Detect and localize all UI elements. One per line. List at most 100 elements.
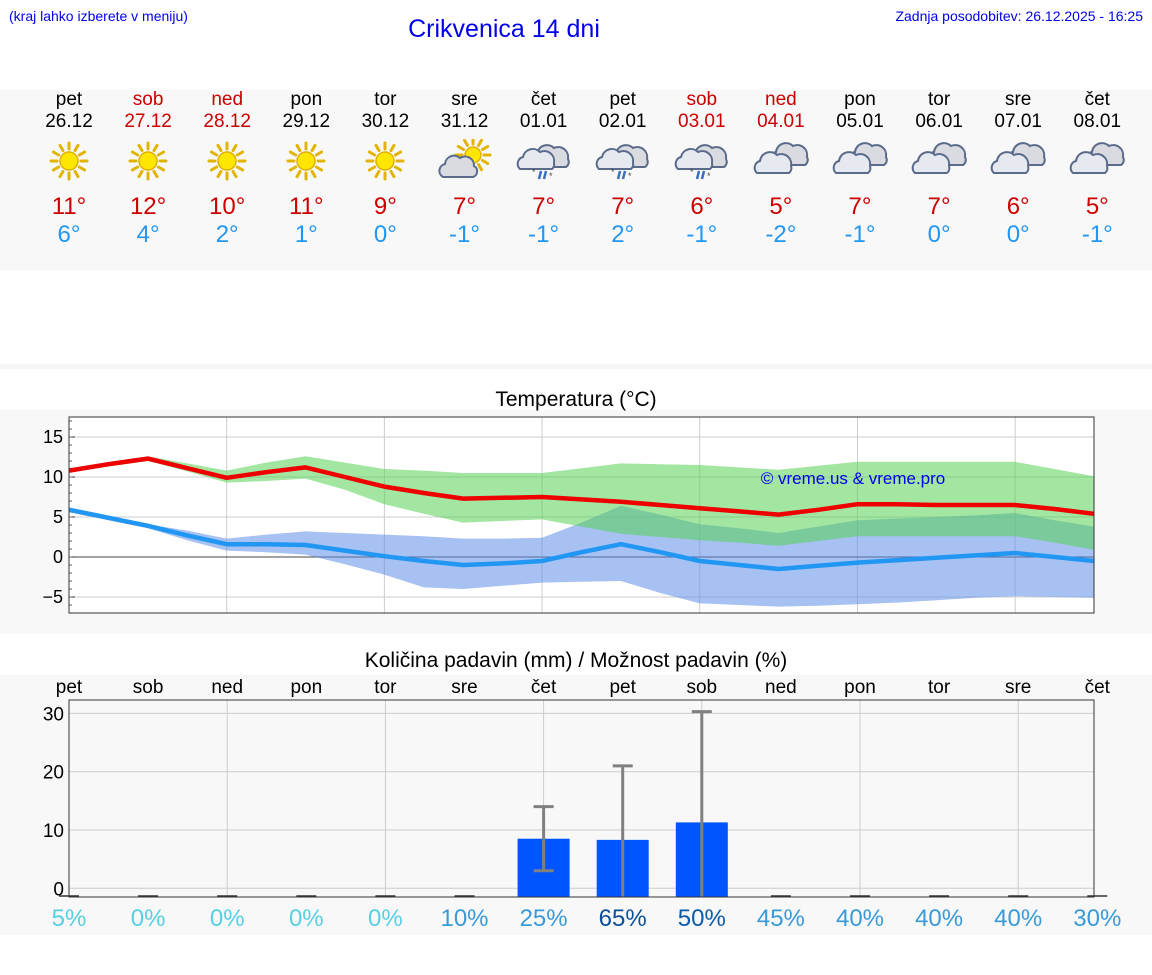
date-label: 27.12 (124, 111, 172, 132)
forecast-day: pet 02.01 * * 7° 2° (584, 89, 662, 249)
date-label: 03.01 (678, 111, 726, 132)
y-tick-label: 30 (43, 704, 64, 725)
min-temperature: 0° (927, 221, 951, 248)
max-temperature: 9° (373, 193, 397, 220)
rain-snow-icon: * * (595, 144, 649, 181)
page-title: Crikvenica 14 dni (408, 15, 600, 43)
y-tick-label: 10 (43, 467, 63, 487)
x-category-label: čet (531, 677, 557, 698)
x-category-label: pon (844, 677, 876, 698)
max-temperature: 10° (209, 193, 246, 220)
plot-frame (68, 416, 1095, 614)
temperature-chart-title: Temperatura (°C) (495, 388, 657, 411)
precipitation-probability: 40% (994, 905, 1043, 932)
max-temperature: 11° (51, 193, 87, 220)
precipitation-chart-title: Količina padavin (mm) / Možnost padavin … (364, 649, 788, 672)
max-temperature: 7° (611, 193, 635, 220)
precipitation-probability: 10% (440, 905, 489, 932)
sun-icon (286, 141, 326, 181)
min-temperature: 4° (136, 221, 160, 248)
y-tick-label: 20 (43, 763, 64, 784)
min-temperature: 1° (294, 221, 318, 248)
x-category-label: sob (133, 677, 164, 698)
cloud-icon (1070, 142, 1126, 174)
x-category-label: tor (374, 677, 397, 698)
y-tick-label: 0 (53, 547, 63, 567)
sun-icon (207, 141, 247, 181)
weekday-label: sre (1004, 89, 1032, 110)
max-temperature: 5° (1085, 193, 1109, 220)
date-label: 02.01 (598, 111, 647, 132)
x-category-label: ned (765, 677, 797, 698)
weekday-label: sre (451, 89, 478, 110)
x-category-label: sre (1005, 677, 1031, 698)
sun-icon (49, 141, 89, 181)
series-line-max (68, 456, 1095, 517)
min-temperature: 6° (57, 221, 81, 248)
svg-text:*: * (549, 171, 553, 181)
weekday-label: pet (609, 89, 636, 110)
series-line-min (68, 507, 1095, 572)
y-tick-label: 10 (43, 821, 64, 842)
weekday-label: sob (132, 89, 164, 110)
svg-text:*: * (611, 167, 615, 177)
precipitation-probability: 0% (368, 905, 403, 932)
y-tick-label: 0 (53, 879, 64, 900)
precipitation-probability: 0% (288, 905, 324, 932)
min-temperature: -1° (1081, 221, 1113, 248)
date-label: 04.01 (757, 111, 805, 132)
date-label: 05.01 (836, 111, 884, 132)
range-band-max (69, 456, 1094, 550)
forecast-day: pon 05.01 7° -1° (821, 89, 899, 249)
precipitation-probability: 5% (51, 905, 87, 932)
min-temperature: -1° (686, 221, 718, 248)
cloud-icon (753, 142, 809, 174)
date-label: 30.12 (361, 111, 410, 132)
forecast-day: sre 07.01 6° 0° (979, 89, 1057, 249)
precipitation-probability: 65% (598, 905, 647, 932)
y-tick-label: −5 (42, 587, 63, 607)
precipitation-chart: pet sob ned pon tor sre čet pet sob ned pon tor sre č… (43, 677, 1111, 900)
weekday-label: pon (844, 89, 876, 110)
forecast-day: čet 01.01 * * 7° -1° (505, 89, 583, 249)
date-label: 28.12 (203, 111, 251, 132)
forecast-band (0, 90, 1152, 270)
temperature-chart: −5 0 5 10 15 © vreme.us & vreme.pro (42, 416, 1095, 614)
min-temperature: -1° (528, 221, 560, 248)
x-category-label: pet (609, 677, 636, 698)
date-label: 08.01 (1073, 111, 1122, 132)
x-category-label: sob (686, 677, 717, 698)
section-divider (0, 364, 1152, 369)
precipitation-probability: 25% (519, 905, 568, 932)
x-category-label: pet (56, 677, 83, 698)
svg-text:*: * (707, 171, 711, 181)
min-temperature: -2° (765, 221, 797, 248)
cloud-icon (990, 142, 1046, 174)
min-temperature: 0° (373, 221, 397, 248)
max-temperature: 6° (690, 193, 714, 220)
location-menu-hint: (kraj lahko izberete v meniju) (9, 8, 188, 24)
forecast-day: tor 30.12 9° 0° (346, 89, 424, 249)
forecast-day: tor 06.01 7° 0° (900, 89, 978, 249)
max-temperature: 11° (289, 193, 324, 220)
min-temperature: 2° (611, 221, 635, 248)
plot-area (69, 700, 1094, 897)
sun-icon (365, 141, 405, 181)
rain-snow-icon: * * (516, 144, 570, 181)
weekday-label: sob (686, 89, 718, 110)
precipitation-probability: 30% (1073, 905, 1122, 932)
forecast-day: sob 03.01 * * 6° -1° (663, 89, 741, 249)
weekday-label: pon (290, 89, 323, 110)
weekday-label: tor (374, 89, 397, 110)
svg-text:*: * (690, 167, 694, 177)
x-category-label: tor (928, 677, 951, 698)
rain-snow-icon: * * (674, 144, 728, 181)
precipitation-probability: 40% (915, 905, 964, 932)
forecast-day: pet 26.12 11° 6° (30, 89, 108, 249)
date-label: 31.12 (440, 111, 489, 132)
min-temperature: 0° (1006, 221, 1030, 248)
precipitation-probability: 50% (677, 905, 726, 932)
plot-frame (68, 699, 1095, 898)
cloud-icon (832, 142, 888, 174)
date-label: 06.01 (915, 111, 963, 132)
